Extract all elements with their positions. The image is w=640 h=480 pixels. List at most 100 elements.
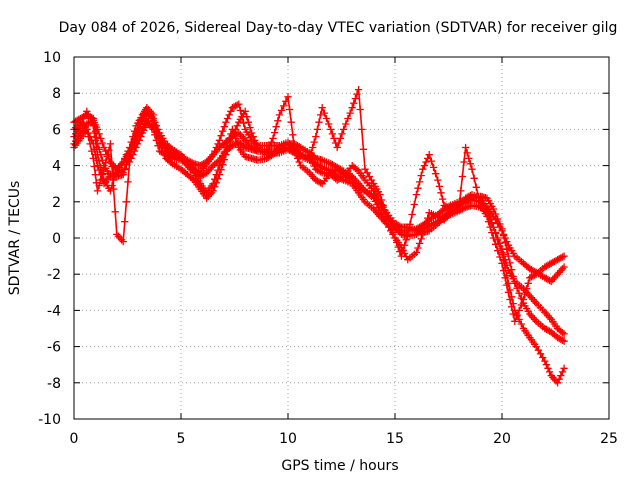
data-point bbox=[491, 229, 500, 238]
data-point bbox=[353, 90, 361, 98]
data-point bbox=[86, 114, 94, 123]
data-point bbox=[524, 279, 532, 287]
data-point bbox=[560, 337, 568, 345]
data-point bbox=[397, 252, 406, 260]
data-point bbox=[463, 149, 471, 157]
data-point bbox=[275, 111, 284, 119]
data-point bbox=[127, 138, 135, 146]
data-point bbox=[522, 285, 531, 293]
data-point bbox=[284, 93, 292, 101]
data-point bbox=[215, 161, 224, 170]
data-point bbox=[455, 201, 463, 210]
data-point bbox=[220, 123, 228, 131]
data-point bbox=[236, 106, 245, 115]
data-point bbox=[239, 119, 248, 127]
data-point bbox=[513, 312, 521, 320]
data-point bbox=[100, 165, 108, 173]
data-point bbox=[151, 121, 159, 129]
y-tick-label: -6 bbox=[47, 340, 61, 356]
data-point bbox=[135, 136, 143, 144]
data-point bbox=[465, 154, 473, 163]
x-tick-label: 0 bbox=[70, 431, 79, 447]
y-tick-label: 2 bbox=[52, 195, 61, 211]
x-tick-label: 5 bbox=[177, 431, 186, 447]
data-point bbox=[305, 154, 314, 163]
data-point bbox=[339, 125, 348, 134]
data-point bbox=[438, 195, 447, 203]
data-point bbox=[89, 122, 97, 130]
y-tick-label: 0 bbox=[52, 231, 61, 247]
data-point bbox=[140, 123, 149, 132]
data-point bbox=[318, 104, 326, 112]
data-point bbox=[351, 94, 360, 103]
data-point bbox=[330, 134, 338, 143]
y-tick-label: -2 bbox=[47, 267, 61, 283]
data-point bbox=[457, 187, 465, 195]
data-point bbox=[127, 154, 135, 163]
data-point bbox=[267, 138, 276, 146]
series-1 bbox=[70, 107, 568, 286]
data-point bbox=[83, 125, 91, 134]
data-point bbox=[233, 139, 241, 147]
data-point bbox=[103, 152, 111, 161]
data-point bbox=[414, 184, 422, 192]
data-point bbox=[315, 118, 323, 126]
data-point bbox=[90, 162, 98, 171]
data-point bbox=[494, 236, 502, 244]
data-point bbox=[338, 130, 346, 138]
data-point bbox=[270, 128, 279, 137]
data-point bbox=[149, 116, 157, 125]
chart-title: Day 084 of 2026, Sidereal Day-to-day VTE… bbox=[59, 20, 618, 36]
data-point bbox=[312, 132, 320, 141]
data-point bbox=[437, 189, 445, 197]
data-point bbox=[307, 149, 315, 157]
data-point bbox=[484, 218, 493, 226]
data-point bbox=[387, 223, 395, 231]
data-point bbox=[348, 104, 356, 112]
data-point bbox=[501, 274, 509, 282]
data-point bbox=[396, 247, 404, 256]
data-point bbox=[417, 235, 425, 243]
data-point bbox=[412, 190, 421, 199]
data-point bbox=[517, 320, 525, 328]
data-point bbox=[400, 241, 409, 249]
data-point bbox=[379, 201, 387, 210]
data-point bbox=[496, 242, 504, 250]
data-point bbox=[235, 100, 243, 108]
x-tick-label: 10 bbox=[279, 431, 297, 447]
data-point bbox=[244, 118, 253, 126]
data-point bbox=[432, 170, 440, 178]
data-point bbox=[125, 143, 134, 152]
data-point bbox=[498, 225, 506, 233]
data-point bbox=[515, 306, 523, 315]
data-point bbox=[557, 371, 565, 380]
data-point bbox=[119, 237, 127, 246]
data-point bbox=[488, 218, 496, 227]
data-point bbox=[466, 160, 475, 168]
data-point bbox=[138, 129, 147, 137]
data-point bbox=[415, 178, 424, 186]
data-point bbox=[384, 218, 393, 226]
data-point bbox=[106, 140, 115, 148]
data-point bbox=[425, 151, 433, 159]
data-point bbox=[119, 170, 127, 179]
data-point bbox=[86, 140, 94, 148]
data-point bbox=[219, 127, 227, 135]
data-point bbox=[412, 248, 421, 257]
data-point bbox=[344, 114, 352, 123]
data-point bbox=[429, 163, 438, 172]
data-point bbox=[325, 120, 333, 128]
x-axis-label: GPS time / hours bbox=[281, 458, 398, 474]
data-point bbox=[414, 244, 422, 252]
data-point bbox=[219, 152, 227, 161]
data-point bbox=[545, 368, 554, 376]
data-point bbox=[363, 169, 371, 177]
data-point bbox=[415, 239, 424, 248]
x-tick-label: 20 bbox=[493, 431, 511, 447]
data-point bbox=[95, 166, 103, 174]
data-point bbox=[209, 180, 217, 188]
data-point bbox=[308, 143, 317, 152]
data-point bbox=[404, 230, 412, 239]
data-point bbox=[491, 240, 500, 248]
